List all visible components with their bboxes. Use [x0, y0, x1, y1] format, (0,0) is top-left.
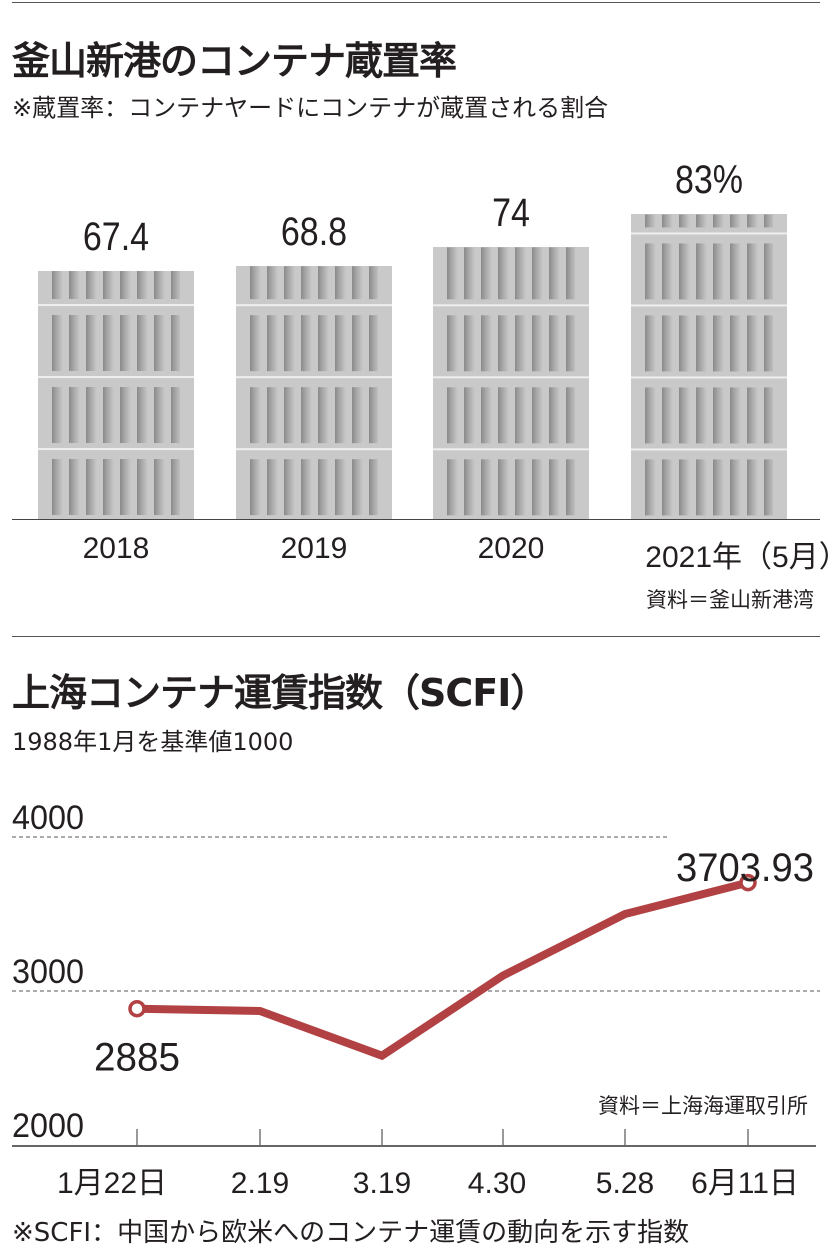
x-tick-label: 3.19 [353, 1167, 411, 1200]
bar-0 [38, 270, 194, 519]
y-tick-label: 3000 [12, 953, 84, 991]
bar-chart-subtitle: ※蔵置率：コンテナヤードにコンテナが蔵置される割合 [12, 94, 609, 122]
x-tick-label: 2.19 [231, 1167, 289, 1200]
bar-2 [433, 246, 589, 519]
section-divider [12, 636, 820, 637]
x-tick-label: 1月22日 [57, 1167, 167, 1200]
y-tick-label: 2000 [12, 1107, 84, 1145]
line-chart-subtitle: 1988年1月を基準値1000 [12, 728, 294, 756]
line-chart-title: 上海コンテナ運賃指数（SCFI） [12, 671, 548, 715]
bar-x-label: 2020 [477, 532, 545, 565]
x-tick-label: 5.28 [596, 1167, 654, 1200]
x-tick-label: 6月11日 [691, 1167, 799, 1200]
bar-value-label: 83% [674, 157, 744, 202]
y-tick-label: 4000 [12, 799, 84, 837]
bar-x-axis [12, 519, 820, 520]
bar-chart-title: 釜山新港のコンテナ蔵置率 [12, 39, 457, 83]
bar-value-label: 67.4 [82, 214, 150, 259]
bar-x-label: 2021年（5月） [645, 541, 832, 574]
line-plot: 4000 3000 2000 2885 3703.93 1月22日 2.19 3.19 4.30… [12, 799, 820, 1200]
top-rule [12, 2, 820, 3]
bar-plot-area: 67.4 68.8 74 83% [0, 0, 832, 519]
bar-x-label: 2018 [82, 532, 150, 565]
bar-source: 資料＝釜山新港湾 [646, 588, 814, 612]
x-tick-label: 4.30 [468, 1167, 526, 1200]
data-point-marker [739, 873, 757, 892]
data-point-marker [128, 999, 146, 1018]
bar-value-label: 68.8 [280, 209, 348, 254]
first-value-label: 2885 [94, 1036, 180, 1080]
footnote: ※SCFI：中国から欧米へのコンテナ運賃の動向を示す指数 [12, 1218, 690, 1248]
bar-x-label: 2019 [280, 532, 348, 565]
series-line [136, 878, 749, 1061]
last-value-label: 3703.93 [676, 846, 814, 890]
bar-value-label: 74 [492, 190, 530, 235]
line-source: 資料＝上海海運取引所 [598, 1094, 808, 1118]
bar-1 [236, 265, 392, 519]
bar-3 [631, 213, 787, 519]
